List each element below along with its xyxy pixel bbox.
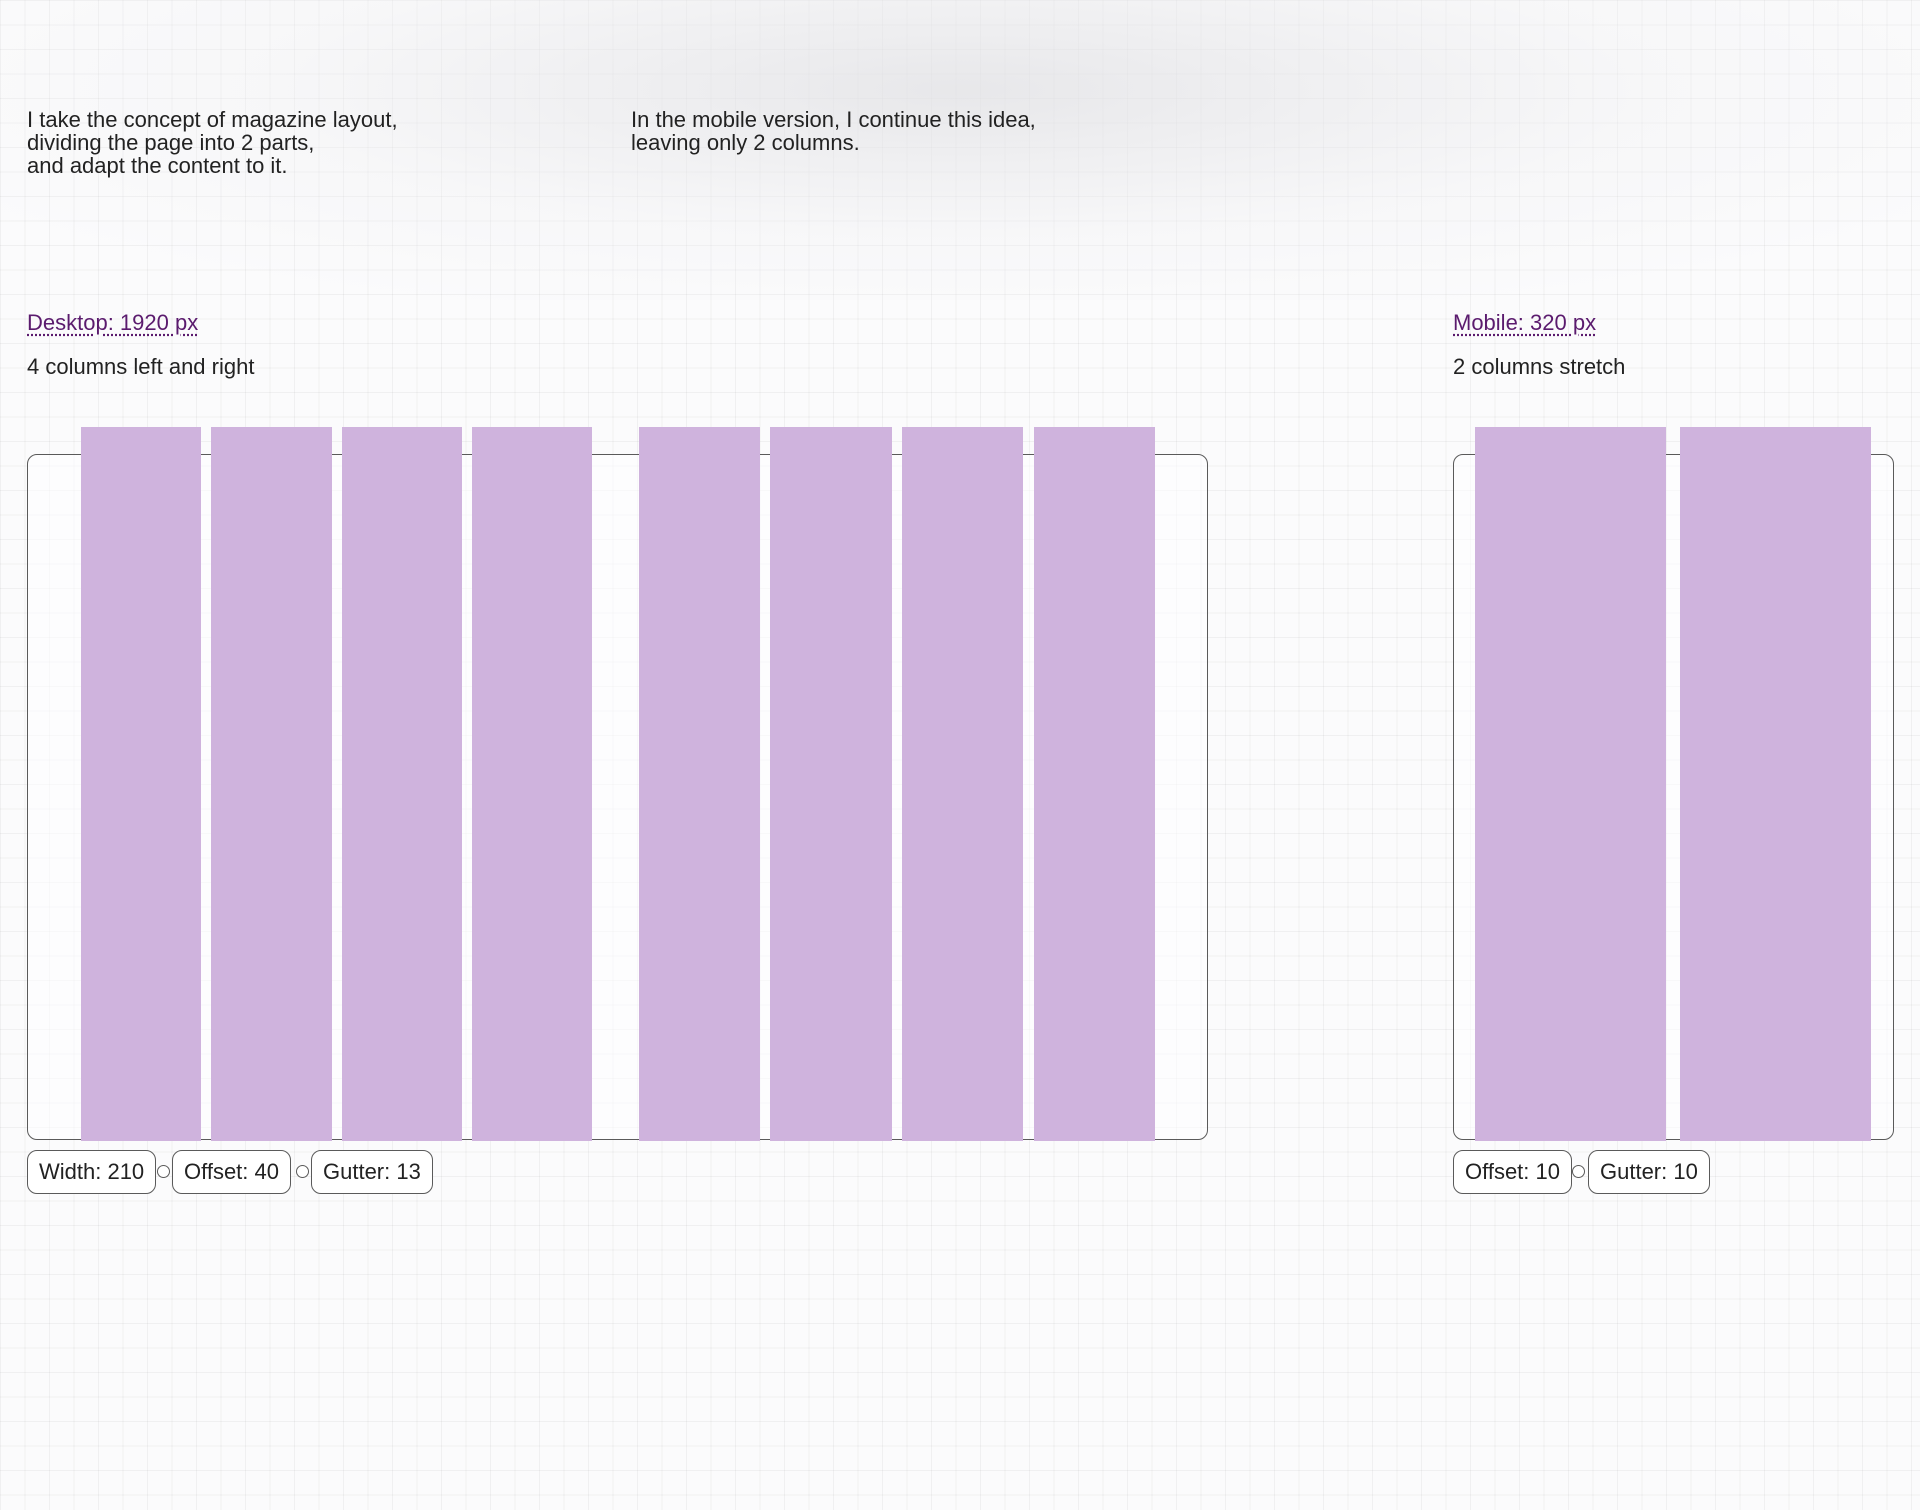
mobile-gutter-pill: Gutter: 10 [1588,1150,1710,1194]
mobile-column-2 [1680,427,1871,1141]
desktop-frame [27,454,1208,1140]
mobile-offset-pill: Offset: 10 [1453,1150,1572,1194]
pill-connector [157,1165,170,1178]
desktop-width-pill: Width: 210 [27,1150,157,1194]
pill-connector [296,1165,309,1178]
mobile-title-link[interactable]: Mobile: 320 px [1453,310,1597,335]
desktop-column-right-2 [770,427,892,1141]
desktop-column-left-1 [81,427,201,1141]
intro-mobile-text: In the mobile version, I continue this i… [631,107,1036,155]
desktop-column-right-3 [902,427,1023,1141]
mobile-column-1 [1475,427,1666,1141]
desktop-column-right-4 [1034,427,1155,1141]
intro-desktop-text: I take the concept of magazine layout, d… [27,107,398,178]
desktop-column-left-3 [342,427,462,1141]
pill-connector [1572,1165,1585,1178]
desktop-title-link[interactable]: Desktop: 1920 px [27,310,199,335]
desktop-column-left-4 [472,427,592,1141]
desktop-column-right-1 [639,427,760,1141]
desktop-note: 4 columns left and right [27,354,255,379]
desktop-gutter-pill: Gutter: 13 [311,1150,433,1194]
mobile-spec-pills: Offset: 10 Gutter: 10 [1453,1150,1753,1194]
desktop-spec-pills: Width: 210 Offset: 40 Gutter: 13 [27,1150,447,1194]
mobile-note: 2 columns stretch [1453,354,1626,379]
desktop-offset-pill: Offset: 40 [172,1150,291,1194]
desktop-column-left-2 [211,427,332,1141]
